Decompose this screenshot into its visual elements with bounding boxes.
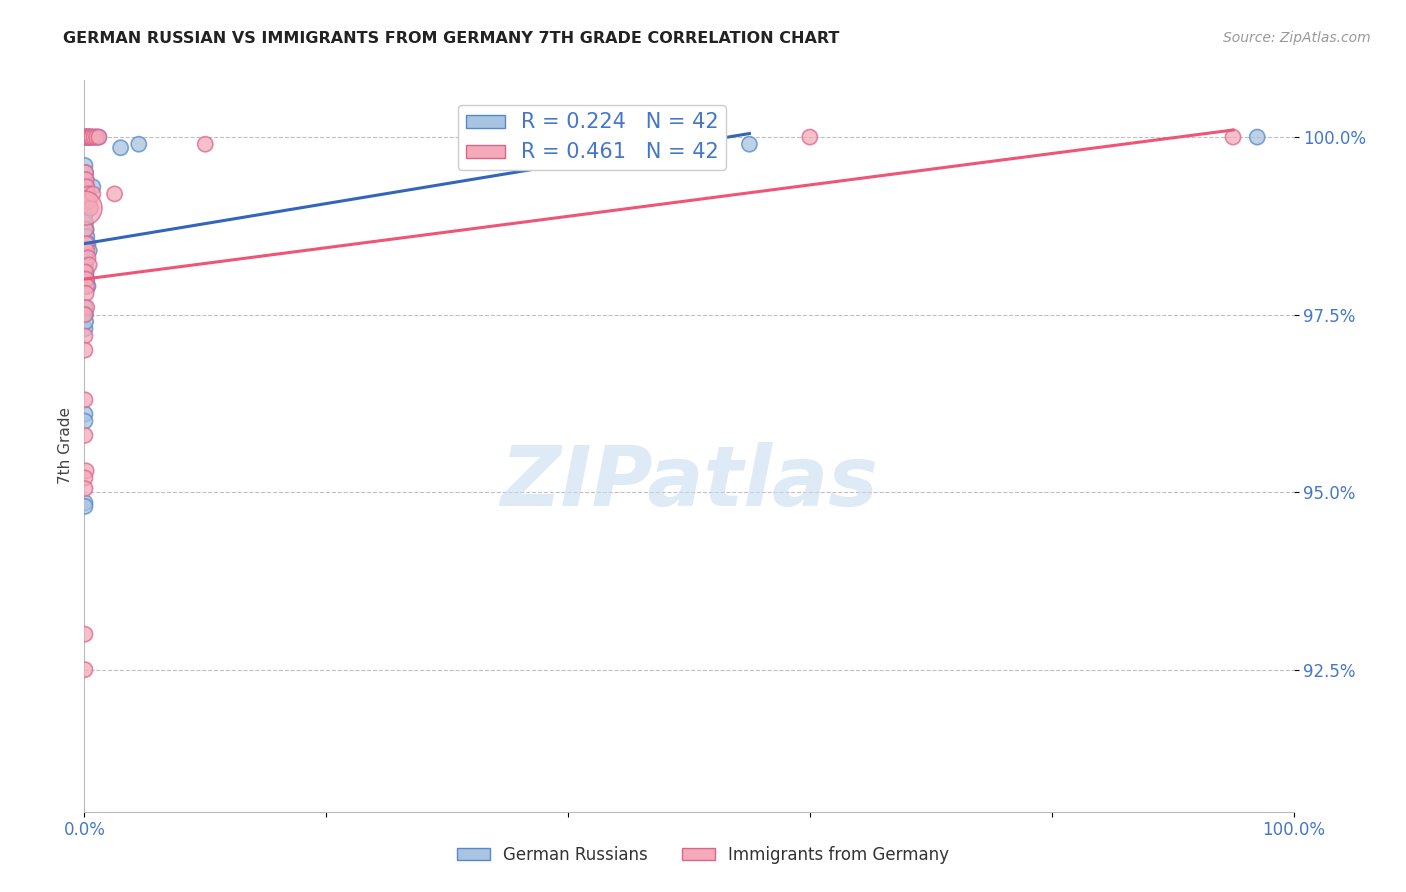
Point [77,130,100,145]
Point [73,663,96,677]
Point [79,201,101,215]
Point [75,272,97,286]
Text: GERMAN RUSSIAN VS IMMIGRANTS FROM GERMANY 7TH GRADE CORRELATION CHART: GERMAN RUSSIAN VS IMMIGRANTS FROM GERMAN… [63,31,839,46]
Point [77,194,100,208]
Point [76,179,98,194]
Point [75,236,97,251]
Point [73,496,96,510]
Point [87,130,110,145]
Point [75,464,97,478]
Point [76,229,98,244]
Point [80,130,103,145]
Point [73,251,96,265]
Point [77,186,100,201]
Point [77,258,100,272]
Point [73,130,96,145]
Point [1222,130,1244,145]
Point [76,130,98,145]
Point [75,186,97,201]
Point [75,258,97,272]
Point [76,301,98,315]
Point [77,130,100,145]
Legend: German Russians, Immigrants from Germany: German Russians, Immigrants from Germany [450,839,956,871]
Point [75,265,97,279]
Point [75,222,97,236]
Point [75,286,97,301]
Point [75,165,97,179]
Point [75,172,97,186]
Point [75,130,97,145]
Point [86,130,108,145]
Point [75,265,97,279]
Point [194,137,217,152]
Point [128,137,150,152]
Point [77,130,100,145]
Point [73,301,96,315]
Point [799,130,821,145]
Point [73,407,96,421]
Point [738,137,761,152]
Point [80,130,103,145]
Point [79,130,101,145]
Text: Source: ZipAtlas.com: Source: ZipAtlas.com [1223,31,1371,45]
Point [77,251,100,265]
Point [75,165,97,179]
Point [77,194,100,208]
Point [73,414,96,428]
Point [76,272,98,286]
Point [87,130,110,145]
Point [73,308,96,322]
Point [83,130,105,145]
Point [73,130,96,145]
Point [75,315,97,329]
Point [82,186,104,201]
Point [79,130,101,145]
Point [73,322,96,336]
Y-axis label: 7th Grade: 7th Grade [58,408,73,484]
Point [75,172,97,186]
Point [73,343,96,358]
Point [76,244,98,258]
Point [75,308,97,322]
Point [75,130,97,145]
Point [76,186,98,201]
Point [82,179,104,194]
Text: ZIPatlas: ZIPatlas [501,442,877,523]
Point [83,130,105,145]
Point [76,179,98,194]
Point [73,428,96,442]
Point [76,279,98,293]
Point [73,500,96,514]
Point [73,201,96,215]
Point [77,236,100,251]
Point [77,279,100,293]
Point [110,141,132,155]
Point [75,222,97,236]
Point [79,201,101,215]
Point [73,329,96,343]
Point [75,215,97,229]
Point [77,130,100,145]
Point [73,627,96,641]
Legend: R = 0.224   N = 42, R = 0.461   N = 42: R = 0.224 N = 42, R = 0.461 N = 42 [458,104,725,169]
Point [73,482,96,496]
Point [77,244,100,258]
Point [86,130,108,145]
Point [1246,130,1268,145]
Point [73,392,96,407]
Point [73,159,96,173]
Point [73,208,96,222]
Point [76,130,98,145]
Point [73,471,96,485]
Point [104,186,127,201]
